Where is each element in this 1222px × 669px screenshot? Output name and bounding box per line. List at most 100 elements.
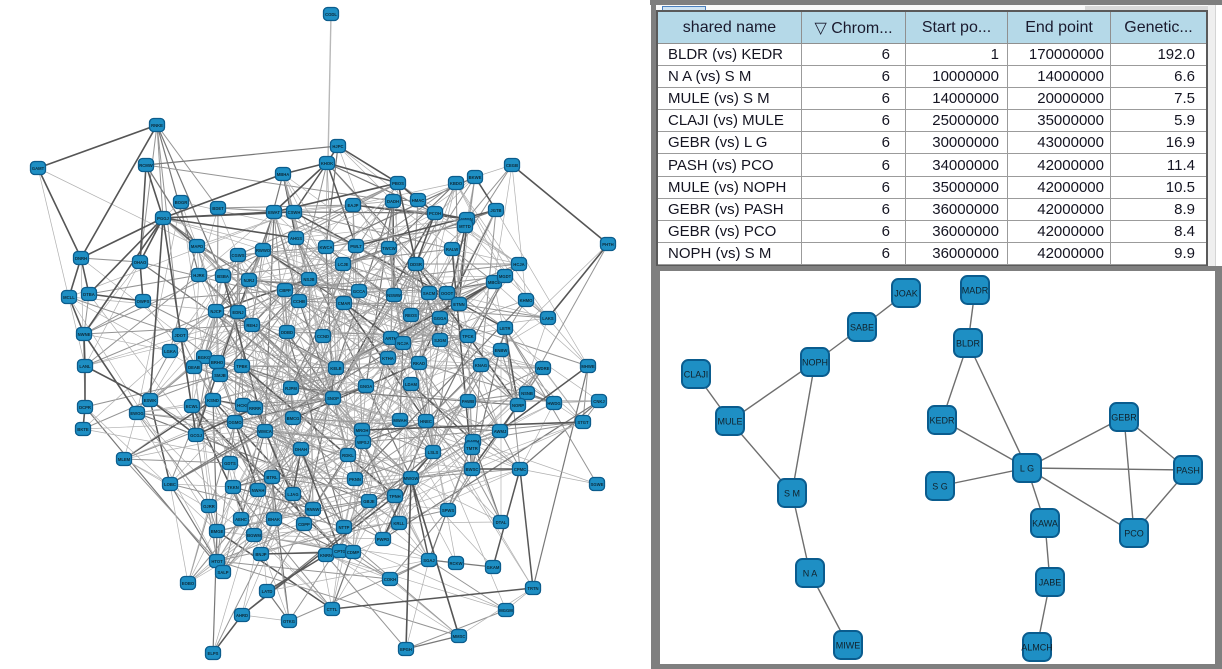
svg-text:CTTL: CTTL [327, 607, 338, 612]
svg-text:AWMJ: AWMJ [494, 429, 507, 434]
svg-text:DNRH: DNRH [75, 256, 87, 261]
svg-text:SGWE: SGWE [591, 482, 604, 487]
svg-text:WPSJ: WPSJ [357, 440, 370, 445]
svg-text:OGMO: OGMO [228, 420, 242, 425]
svg-text:PHTH: PHTH [602, 242, 613, 247]
svg-text:MTTD: MTTD [459, 224, 471, 229]
svg-text:EDNJ: EDNJ [232, 310, 244, 315]
svg-text:S G: S G [932, 482, 948, 492]
svg-text:HCJA: HCJA [513, 262, 524, 267]
svg-text:NWAH: NWAH [252, 488, 265, 493]
svg-text:RRRR: RRRR [249, 406, 261, 411]
svg-text:KBDO: KBDO [450, 181, 463, 186]
svg-text:TRTN: TRTN [527, 586, 538, 591]
svg-text:NORP: NORP [512, 403, 524, 408]
svg-text:SJGM: SJGM [434, 338, 446, 343]
svg-text:KHMO: KHMO [520, 298, 534, 303]
svg-text:SNOP: SNOP [327, 396, 339, 401]
svg-text:GEBR: GEBR [1111, 413, 1137, 423]
svg-text:ESWK: ESWK [144, 398, 157, 403]
svg-text:PCOH: PCOH [429, 211, 441, 216]
svg-text:RCKW: RCKW [449, 561, 462, 566]
svg-text:PCO: PCO [1124, 529, 1144, 539]
svg-text:RCMW: RCMW [139, 163, 153, 168]
svg-text:MMSC: MMSC [453, 634, 466, 639]
svg-text:COKH: COKH [384, 577, 396, 582]
svg-text:RALW: RALW [446, 247, 458, 252]
svg-text:SGAJ: SGAJ [423, 558, 435, 563]
svg-text:EWAT: EWAT [268, 210, 280, 215]
svg-text:MGGM: MGGM [499, 608, 513, 613]
svg-text:NWNE: NWNE [78, 332, 91, 337]
svg-text:NCJA: NCJA [397, 341, 408, 346]
svg-text:BMCG: BMCG [287, 416, 300, 421]
svg-text:NTTP: NTTP [339, 525, 350, 530]
svg-text:BTRL: BTRL [266, 475, 278, 480]
svg-text:PBOS: PBOS [392, 181, 404, 186]
svg-text:BGKG: BGKG [198, 355, 211, 360]
svg-text:ENBW: ENBW [495, 348, 508, 353]
svg-text:EPGH: EPGH [400, 647, 412, 652]
svg-text:JGTB: JGTB [490, 208, 501, 213]
svg-text:ETNN: ETNN [453, 302, 464, 307]
svg-text:L G: L G [1020, 464, 1034, 474]
svg-text:BWSC: BWSC [466, 467, 479, 472]
svg-text:KWCA: KWCA [319, 245, 332, 250]
svg-text:HTOT: HTOT [211, 559, 223, 564]
svg-text:MIWE: MIWE [836, 641, 861, 651]
svg-text:HJRK: HJRK [193, 273, 204, 278]
svg-text:KELB: KELB [330, 366, 341, 371]
svg-text:HJPC: HJPC [332, 144, 343, 149]
svg-text:MHWE: MHWE [581, 364, 594, 369]
svg-text:BKTE: BKTE [77, 427, 89, 432]
svg-text:GBJE: GBJE [363, 499, 375, 504]
svg-text:LGKA: LGKA [164, 349, 176, 354]
svg-text:LSLS: LSLS [428, 450, 439, 455]
svg-text:DEAB: DEAB [188, 365, 200, 370]
svg-text:DADH: DADH [387, 199, 399, 204]
svg-text:GKAM: GKAM [487, 565, 500, 570]
svg-text:WDRE: WDRE [537, 366, 550, 371]
svg-text:BLDR: BLDR [956, 339, 981, 349]
svg-text:PAWB: PAWB [462, 399, 474, 404]
svg-text:SMJB: SMJB [214, 373, 226, 378]
svg-text:EWOG: EWOG [130, 411, 143, 416]
svg-text:CNKJ: CNKJ [593, 399, 605, 404]
svg-text:DTAL: DTAL [496, 520, 507, 525]
svg-text:KTHA: KTHA [382, 356, 394, 361]
svg-text:PASH: PASH [1176, 466, 1200, 476]
svg-text:DCPR: DCPR [79, 405, 91, 410]
svg-text:CPTG: CPTG [334, 549, 346, 554]
svg-text:PKNN: PKNN [349, 477, 361, 482]
svg-text:GCCA: GCCA [353, 289, 365, 294]
svg-text:RDKL: RDKL [342, 453, 354, 458]
svg-text:LAKS: LAKS [542, 316, 554, 321]
svg-text:MBHA: MBHA [277, 172, 290, 177]
svg-text:JDOT: JDOT [174, 333, 186, 338]
svg-text:MULE: MULE [717, 417, 742, 427]
svg-text:BKWE: BKWE [469, 175, 482, 180]
svg-text:EOBO: EOBO [182, 581, 195, 586]
svg-text:TKKN: TKKN [227, 485, 239, 490]
svg-text:BMGE: BMGE [211, 529, 224, 534]
svg-text:SACM: SACM [423, 291, 436, 296]
svg-text:NJCP: NJCP [210, 309, 221, 314]
svg-text:RNKE: RNKE [151, 123, 163, 128]
svg-text:CEGB: CEGB [506, 163, 518, 168]
svg-text:HNEC: HNEC [420, 419, 432, 424]
svg-text:OJRR: OJRR [203, 504, 215, 509]
svg-text:KEDR: KEDR [929, 416, 955, 426]
svg-text:REHJ: REHJ [246, 323, 258, 328]
svg-text:GAMT: GAMT [32, 166, 45, 171]
svg-text:S M: S M [784, 489, 800, 499]
svg-text:BGWM: BGWM [247, 533, 261, 538]
svg-text:JABE: JABE [1039, 578, 1062, 588]
svg-text:ALMCH: ALMCH [1021, 643, 1053, 653]
svg-text:CODL: CODL [325, 12, 337, 17]
svg-text:OWPS: OWPS [137, 299, 150, 304]
svg-text:RWWO: RWWO [256, 248, 271, 253]
svg-text:TPNH: TPNH [389, 494, 400, 499]
svg-text:CMAR: CMAR [338, 301, 351, 306]
svg-text:PGGJ: PGGJ [157, 216, 169, 221]
svg-text:LATD: LATD [262, 589, 273, 594]
